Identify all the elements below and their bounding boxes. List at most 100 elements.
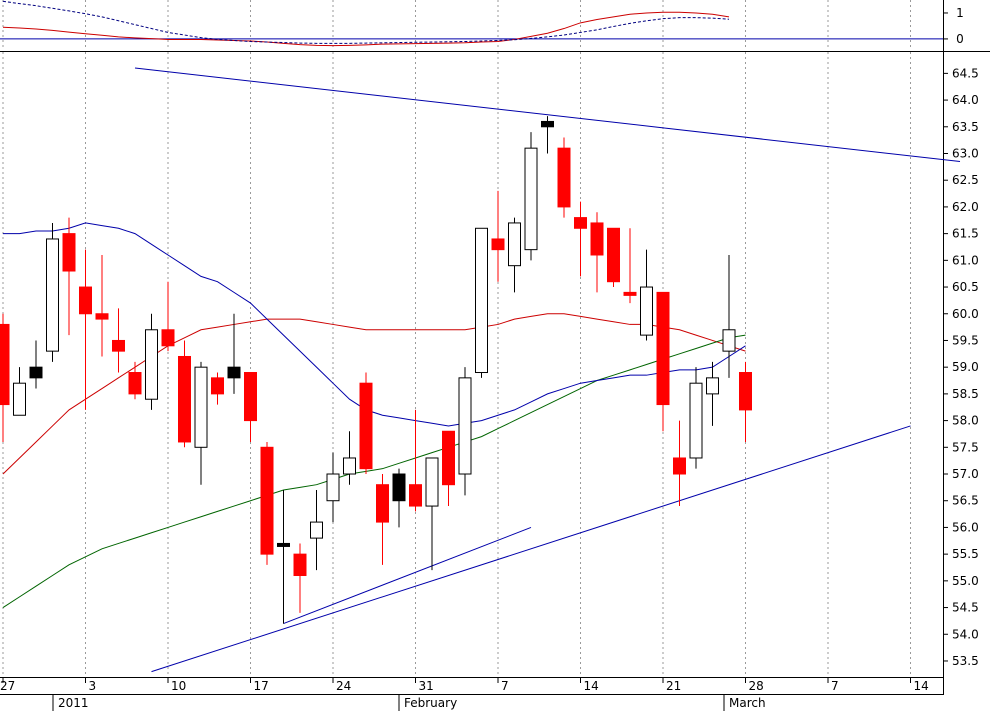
price-y-tick-label: 63.5 (952, 120, 979, 134)
candle-body (343, 457, 356, 475)
x-tick-label: 24 (336, 679, 351, 693)
candle (458, 367, 472, 496)
candle-body (739, 372, 752, 411)
osc-y-tick-label: 1 (956, 6, 964, 20)
candle (557, 137, 571, 218)
price-y-tick-label: 64.0 (952, 93, 979, 107)
candle (673, 420, 686, 507)
candle-body (260, 446, 274, 555)
x-tick-label: 7 (831, 679, 839, 693)
candle (0, 313, 10, 442)
candle (112, 308, 125, 373)
price-y-tick-label: 60.5 (952, 280, 979, 294)
candle (706, 361, 719, 426)
candle-body (689, 382, 703, 459)
price-y-tick-label: 61.0 (952, 253, 979, 267)
candle (392, 468, 406, 528)
candle (227, 313, 241, 394)
candle (29, 340, 43, 389)
price-y-tick-label: 55.5 (952, 547, 979, 561)
osc-series-line (2, 11, 730, 47)
candle-body (293, 553, 307, 577)
price-y-tick-label: 54.5 (952, 601, 979, 615)
candle (145, 313, 158, 410)
price-y-tick-label: 60.0 (952, 307, 979, 321)
candle-body (95, 313, 109, 320)
candle (524, 132, 538, 261)
price-y-tick-label: 58.5 (952, 387, 979, 401)
x-tick-label: 7 (501, 679, 509, 693)
x-tick-label: 31 (419, 679, 434, 693)
trendline (283, 526, 532, 625)
candle-body (475, 227, 488, 374)
x-tick-label: 14 (914, 679, 929, 693)
moving-average-line (2, 313, 746, 475)
candle (640, 249, 653, 341)
candle-body (46, 238, 59, 352)
price-y-tick-label: 61.5 (952, 227, 979, 241)
price-y-tick-label: 56.0 (952, 520, 979, 534)
candle (574, 201, 587, 277)
price-y-tick-label: 63.0 (952, 146, 979, 160)
x-tick-label: 3 (89, 679, 97, 693)
candle-body (359, 382, 373, 470)
period-label: 2011 (58, 696, 89, 710)
candle (244, 372, 257, 442)
candle-body (194, 366, 208, 448)
candle-body (326, 473, 340, 502)
candle-body (13, 382, 26, 416)
candle-body (112, 339, 125, 352)
candle-body (557, 147, 571, 208)
period-label: February (404, 696, 457, 710)
candle-body (376, 484, 389, 523)
candle (260, 441, 274, 565)
price-y-tick-label: 57.0 (952, 467, 979, 481)
candle-body (310, 521, 323, 539)
candle (541, 116, 554, 154)
price-y-tick-label: 55.0 (952, 574, 979, 588)
candle-body (508, 222, 521, 267)
candle (277, 490, 290, 624)
candle (689, 367, 703, 469)
candle (475, 227, 488, 378)
candle (211, 372, 224, 405)
candle (128, 361, 142, 400)
candle (508, 217, 521, 293)
candle-body (722, 329, 736, 352)
moving-average-line (2, 334, 746, 608)
candle-body (590, 222, 604, 256)
price-y-tick-label: 58.0 (952, 414, 979, 428)
candle (442, 430, 455, 507)
candle (722, 254, 736, 378)
candle-body (673, 457, 686, 475)
candle-body (607, 227, 620, 283)
candle-body (211, 377, 224, 395)
price-y-tick-label: 59.5 (952, 333, 979, 347)
candle-body (706, 377, 719, 395)
candle (79, 249, 92, 410)
price-y-tick-label: 62.5 (952, 173, 979, 187)
candle (161, 281, 175, 352)
x-tick-label: 27 (0, 679, 15, 693)
candle-body (29, 366, 43, 379)
x-tick-label: 17 (254, 679, 269, 693)
price-y-tick-label: 56.5 (952, 494, 979, 508)
period-label: March (729, 696, 766, 710)
candle (491, 190, 505, 282)
candle (178, 340, 191, 448)
candle (13, 367, 26, 416)
osc-y-tick-label: 0 (956, 32, 964, 46)
candle (623, 228, 637, 304)
x-tick-label: 21 (666, 679, 681, 693)
trendline (151, 425, 911, 673)
price-y-tick-label: 64.5 (952, 66, 979, 80)
candle-body (145, 329, 158, 400)
candle-body (458, 377, 472, 475)
trendline (134, 67, 961, 163)
candle-body (491, 238, 505, 251)
candle (376, 474, 389, 565)
price-y-tick-label: 57.5 (952, 440, 979, 454)
candle-body (392, 473, 406, 502)
